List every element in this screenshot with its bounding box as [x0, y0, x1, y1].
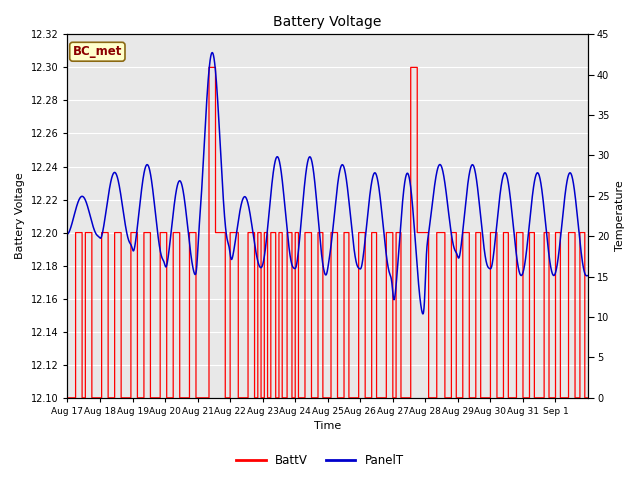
Text: BC_met: BC_met	[73, 45, 122, 58]
Y-axis label: Battery Voltage: Battery Voltage	[15, 173, 25, 260]
Title: Battery Voltage: Battery Voltage	[273, 15, 382, 29]
Legend: BattV, PanelT: BattV, PanelT	[232, 449, 408, 472]
Y-axis label: Temperature: Temperature	[615, 180, 625, 252]
X-axis label: Time: Time	[314, 421, 341, 432]
